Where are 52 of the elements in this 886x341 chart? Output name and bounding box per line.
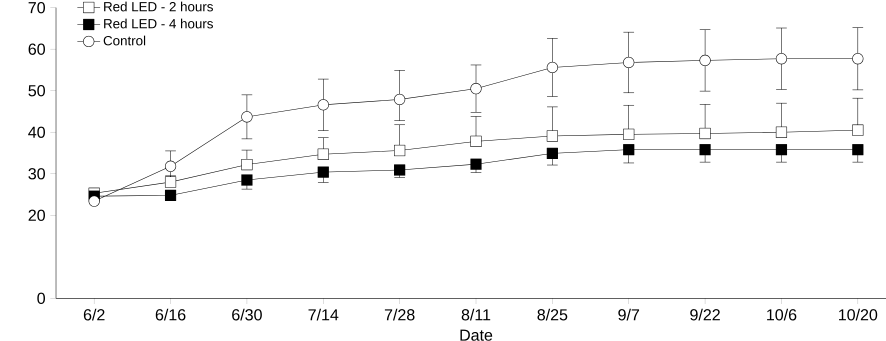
x-tick-label: 6/2 — [84, 308, 105, 320]
point — [623, 56, 634, 68]
point — [546, 148, 558, 160]
point — [318, 99, 329, 110]
legend-label: Control — [104, 36, 146, 46]
point — [164, 160, 176, 172]
point — [394, 94, 406, 106]
point — [623, 128, 634, 140]
point — [88, 196, 100, 207]
x-axis-title: Date — [460, 330, 492, 341]
legend-label: Red LED - 2 hours — [104, 2, 213, 12]
y-tick-label: 70 — [28, 2, 45, 14]
point — [776, 53, 788, 64]
x-tick-label: 6/16 — [156, 308, 186, 320]
y-tick-label: 40 — [28, 126, 45, 138]
point — [470, 158, 482, 170]
point — [546, 130, 558, 142]
point — [164, 190, 176, 201]
x-tick-label: 9/7 — [618, 308, 640, 320]
point — [546, 62, 558, 74]
x-tick-label: 8/11 — [462, 308, 490, 320]
point — [318, 166, 329, 178]
y-tick-label: 0 — [37, 292, 45, 304]
point — [241, 159, 253, 170]
y-tick-label: 20 — [28, 210, 45, 221]
y-tick-label: 30 — [28, 168, 45, 180]
point — [470, 83, 482, 94]
point — [776, 126, 788, 138]
point — [394, 164, 406, 176]
point — [852, 124, 864, 136]
x-tick-label: 6/30 — [232, 308, 262, 320]
point — [852, 53, 864, 64]
x-tick-label: 7/14 — [308, 308, 338, 320]
legend-label: Red LED - 4 hours — [104, 18, 213, 28]
point — [776, 144, 788, 156]
point — [852, 144, 864, 156]
point — [699, 128, 711, 140]
x-tick-label: 9/22 — [690, 308, 720, 320]
point — [394, 144, 406, 156]
point — [623, 144, 634, 156]
x-tick-label: 7/28 — [384, 308, 415, 320]
point — [699, 144, 711, 156]
point — [241, 174, 253, 186]
x-tick-label: 8/25 — [537, 308, 568, 320]
y-tick-label: 50 — [28, 85, 45, 96]
point — [470, 136, 482, 147]
y-tick-label: 60 — [28, 44, 45, 55]
x-tick-label: 10/6 — [767, 308, 796, 320]
point — [318, 148, 329, 160]
x-tick-label: 10/20 — [839, 308, 878, 320]
point — [241, 111, 253, 122]
point — [699, 54, 711, 66]
